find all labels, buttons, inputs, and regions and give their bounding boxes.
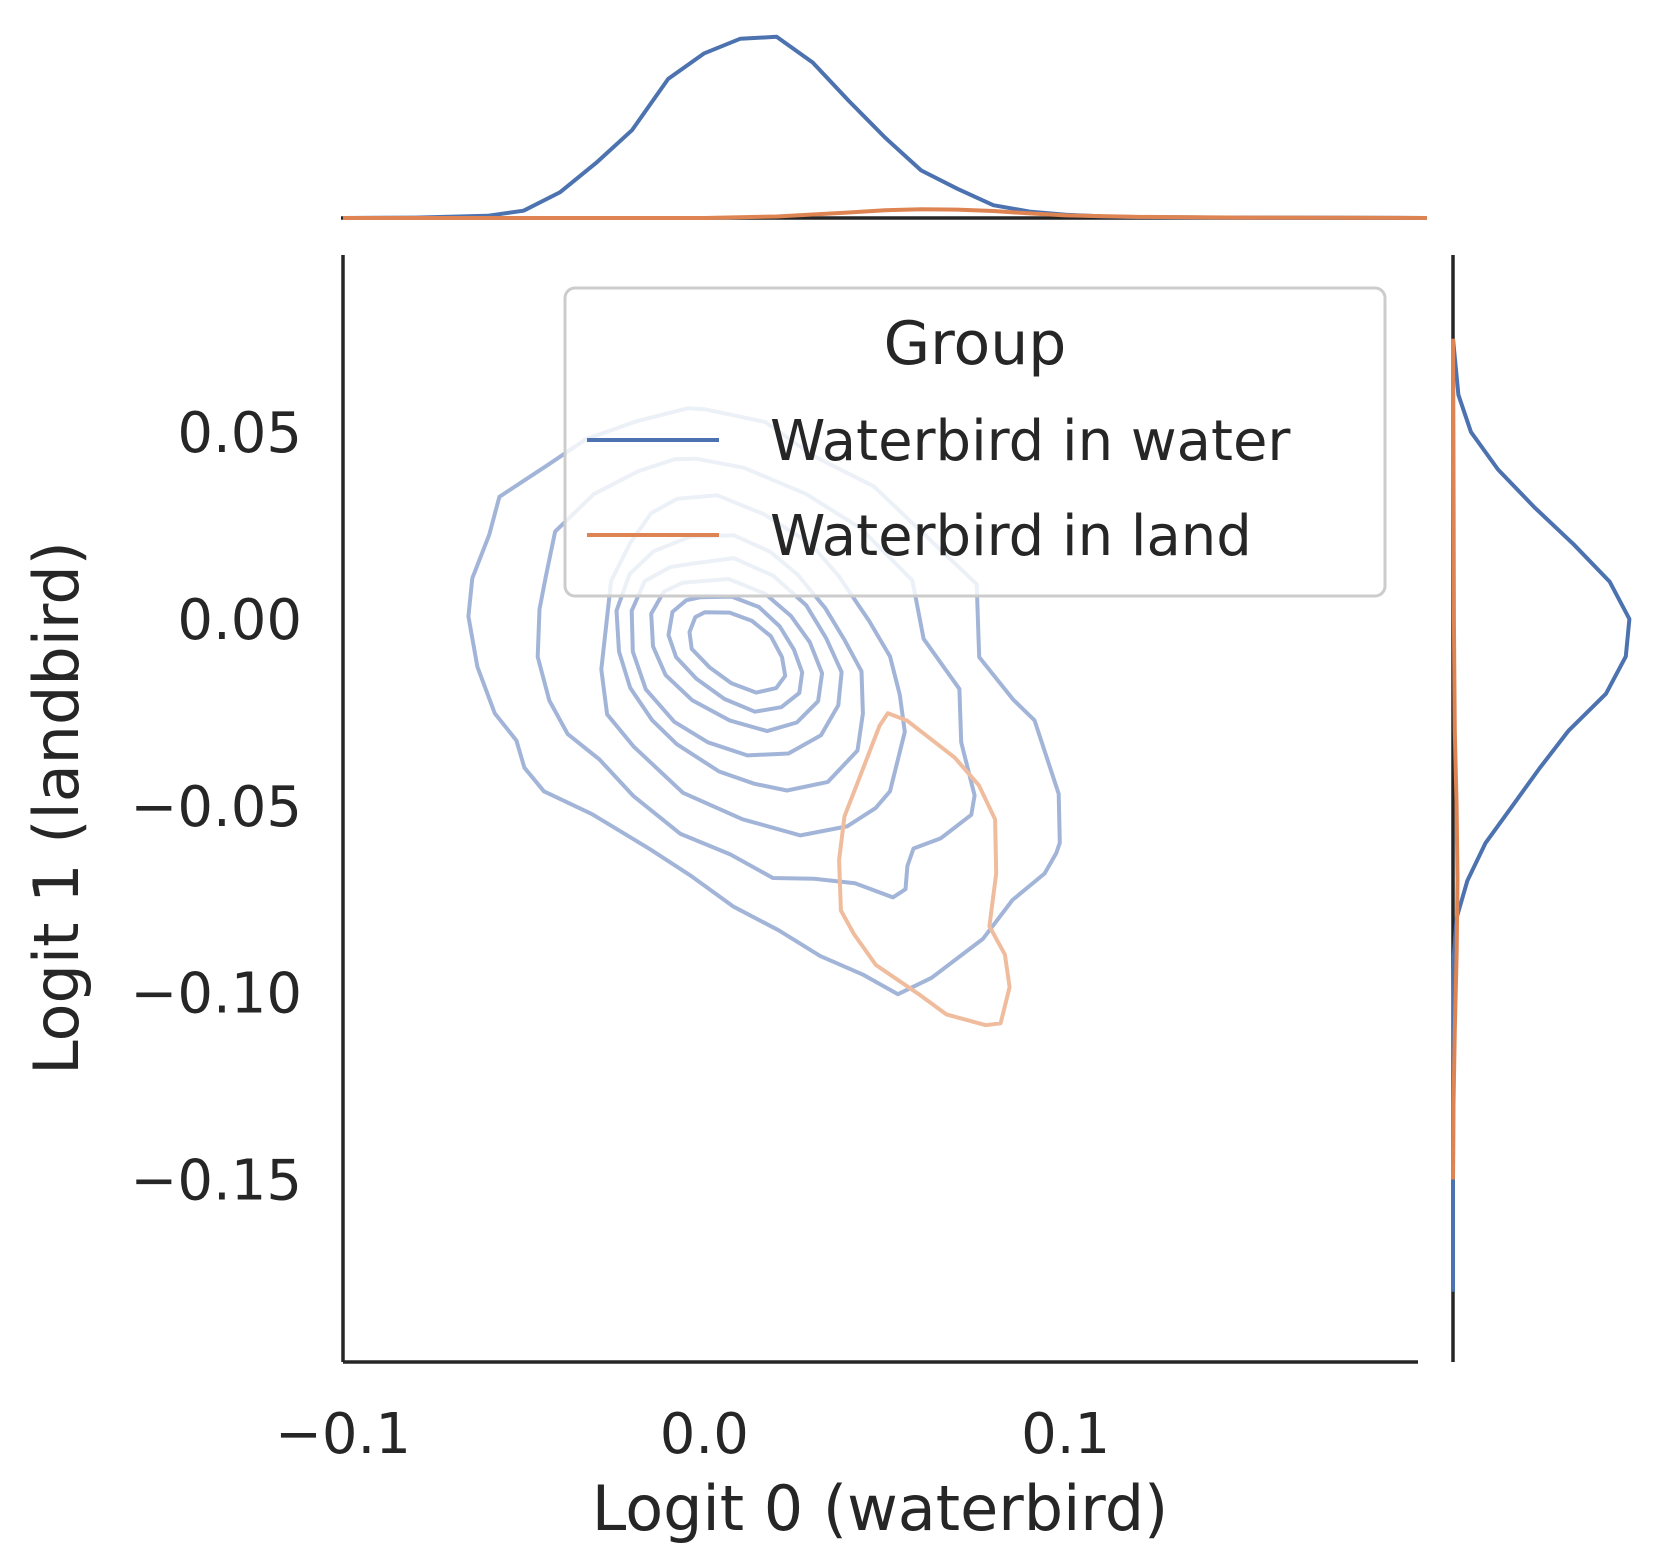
ticks-group: −0.1 0.0 0.1 0.05 0.00 −0.05 −0.10 −0.15 xyxy=(130,401,1110,1467)
legend: Group Waterbird in water Waterbird in la… xyxy=(563,286,1387,598)
marginal-x-waterbird-in-water xyxy=(342,34,1427,220)
marginal-y-waterbird-in-water xyxy=(1451,338,1632,1292)
contour-waterbird-in-land-0 xyxy=(837,711,1012,1028)
x-tick-label-2: 0.1 xyxy=(1021,1402,1110,1467)
y-tick-label-3: −0.10 xyxy=(130,962,302,1027)
marginals-group xyxy=(342,34,1632,1292)
contour-waterbird-in-water-0 xyxy=(466,406,1062,997)
y-tick-label-4: −0.15 xyxy=(130,1149,302,1214)
x-axis-label: Logit 0 (waterbird) xyxy=(592,1472,1169,1545)
contour-waterbird-in-water-5 xyxy=(649,577,825,734)
y-tick-label-0: 0.05 xyxy=(177,401,302,466)
x-tick-label-0: −0.1 xyxy=(275,1402,411,1467)
contour-waterbird-in-water-1 xyxy=(535,456,977,900)
legend-label-waterbird-in-land: Waterbird in land xyxy=(770,504,1252,569)
legend-title: Group xyxy=(884,309,1067,379)
x-tick-label-1: 0.0 xyxy=(660,1402,749,1467)
legend-box xyxy=(563,286,1387,598)
marginal-y-waterbird-in-land xyxy=(1451,338,1460,1180)
contour-waterbird-in-water-4 xyxy=(629,556,844,758)
contour-waterbird-in-water-7 xyxy=(687,610,788,695)
marginal-x-waterbird-in-land xyxy=(343,207,1427,220)
y-tick-label-2: −0.05 xyxy=(130,775,302,840)
legend-label-waterbird-in-water: Waterbird in water xyxy=(770,409,1291,474)
y-axis-label: Logit 1 (landbird) xyxy=(20,541,93,1075)
contour-waterbird-in-water-6 xyxy=(666,594,805,714)
y-tick-label-1: 0.00 xyxy=(177,588,302,653)
